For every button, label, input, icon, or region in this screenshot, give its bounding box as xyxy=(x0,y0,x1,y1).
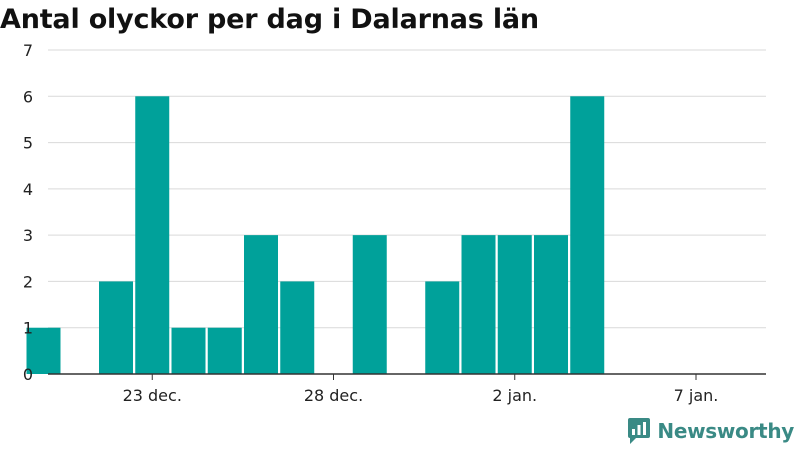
axes xyxy=(48,373,766,380)
bar xyxy=(171,327,206,374)
bar xyxy=(280,281,315,374)
newsworthy-branding: Newsworthy xyxy=(628,418,794,444)
bar xyxy=(244,235,278,374)
bar xyxy=(461,235,496,374)
logo-bar xyxy=(637,425,641,435)
x-tick-label: 28 dec. xyxy=(304,386,363,405)
tick-labels: 0 1 2 3 4 5 6 7 23 dec. 28 dec. 2 jan. 7 jan. xyxy=(23,41,719,405)
y-tick-label: 0 xyxy=(23,365,33,384)
x-tick-label: 2 jan. xyxy=(492,386,537,405)
y-tick-label: 3 xyxy=(23,226,33,245)
bar xyxy=(534,235,568,374)
bar xyxy=(135,96,170,375)
bar xyxy=(207,327,242,374)
bar xyxy=(425,281,460,374)
y-tick-label: 2 xyxy=(23,272,33,291)
y-tick-label: 6 xyxy=(23,87,33,106)
bars xyxy=(26,96,605,375)
logo-bar xyxy=(643,422,647,435)
chart-title: Antal olyckor per dag i Dalarnas län xyxy=(0,4,539,35)
bar xyxy=(570,96,605,375)
brand-name: Newsworthy xyxy=(657,419,794,443)
bar xyxy=(352,235,387,374)
bar xyxy=(26,327,61,374)
newsworthy-logo-icon xyxy=(628,418,651,444)
x-tick-label: 7 jan. xyxy=(674,386,719,405)
y-tick-label: 5 xyxy=(23,134,33,153)
y-tick-label: 4 xyxy=(23,180,33,199)
y-tick-label: 1 xyxy=(23,319,33,338)
x-tick-label: 23 dec. xyxy=(123,386,182,405)
logo-bar xyxy=(632,429,636,435)
bar xyxy=(99,281,133,374)
y-tick-label: 7 xyxy=(23,41,33,60)
bar xyxy=(497,235,532,374)
